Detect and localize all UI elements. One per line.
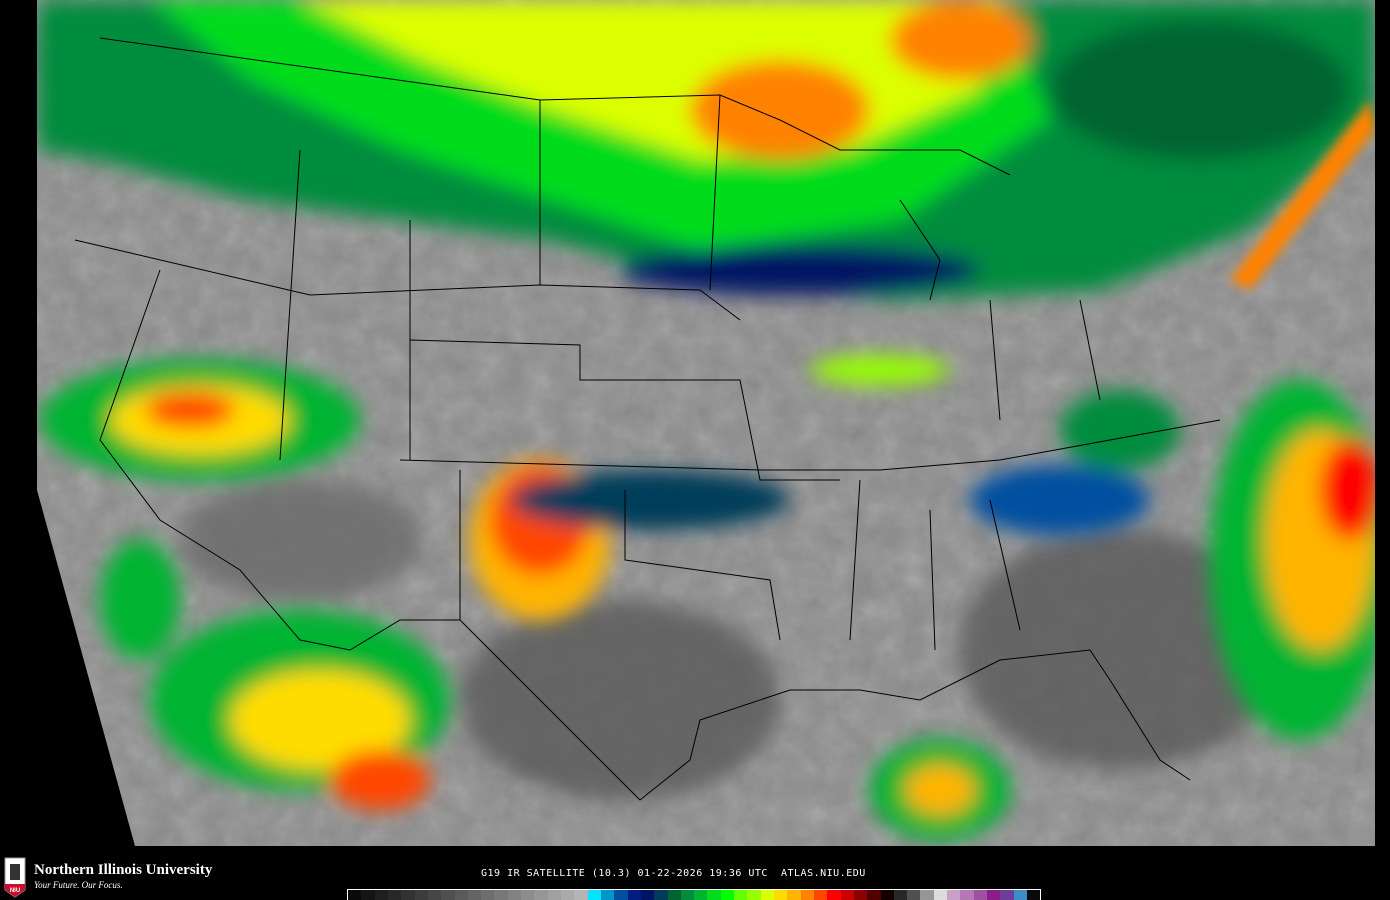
site-label: ATLAS.NIU.EDU (781, 868, 866, 879)
colorbar-swatch (507, 890, 522, 900)
colorbar-swatch (654, 890, 668, 900)
cloud-tops (37, 0, 1375, 840)
time-label: 19:36 UTC (709, 868, 768, 879)
colorbar-swatch (734, 890, 748, 900)
colorbar-swatch (627, 890, 641, 900)
colorbar-swatch (614, 890, 628, 900)
colorbar-swatch (1013, 890, 1027, 900)
colorbar-swatch (720, 890, 735, 900)
colorbar-swatch (947, 890, 961, 900)
colorbar-swatch (880, 890, 894, 900)
colorbar-swatch (600, 890, 615, 900)
colorbar-swatch (853, 890, 868, 900)
warm-surface-areas (180, 480, 1280, 800)
svg-text:NIU: NIU (10, 888, 20, 894)
colorbar-swatch (694, 890, 708, 900)
colorbar-swatch (893, 890, 908, 900)
colorbar-swatch (760, 890, 774, 900)
colorbar-swatch (561, 890, 575, 900)
colorbar-swatch (587, 890, 601, 900)
colorbar-swatch (494, 890, 508, 900)
colorbar-swatch (521, 890, 535, 900)
niu-logo: NIU (4, 857, 26, 898)
university-tagline: Your Future. Our Focus. (34, 880, 123, 890)
colorbar-swatch (774, 890, 788, 900)
date-label: 01-22-2026 (637, 868, 703, 879)
colorbar-swatch (747, 890, 761, 900)
satellite-label: G19 IR SATELLITE (10.3) (481, 868, 631, 879)
colorbar-swatch (547, 890, 561, 900)
colorbar-swatch (813, 890, 828, 900)
colorbar-swatch (867, 890, 881, 900)
colorbar-swatch (920, 890, 934, 900)
colorbar-swatch (640, 890, 655, 900)
colorbar-swatch (907, 890, 921, 900)
political-borders (74, 37, 1221, 801)
colorbar-swatch (787, 890, 801, 900)
temperature-colorbar (347, 889, 1041, 900)
colorbar-swatch (973, 890, 987, 900)
colorbar-swatch (827, 890, 841, 900)
university-name: Northern Illinois University (34, 862, 213, 878)
colorbar-swatch (481, 890, 495, 900)
colorbar-swatch (840, 890, 854, 900)
colorbar-swatch (960, 890, 974, 900)
colorbar-swatch (427, 890, 442, 900)
colorbar-swatch (987, 890, 1001, 900)
colorbar-swatch (348, 890, 362, 900)
colorbar-swatch (387, 890, 402, 900)
colorbar-swatch (374, 890, 388, 900)
colorbar-swatch (401, 890, 415, 900)
image-caption: G19 IR SATELLITE (10.3) 01-22-2026 19:36… (481, 868, 866, 879)
satellite-map (37, 0, 1375, 846)
colorbar-swatch (454, 890, 468, 900)
colorbar-swatch (1026, 890, 1041, 900)
colorbar-swatch (534, 890, 548, 900)
colorbar-swatch (680, 890, 695, 900)
colorbar-swatch (1000, 890, 1014, 900)
colorbar-swatch (361, 890, 375, 900)
colorbar-swatch (933, 890, 948, 900)
colorbar-swatch (441, 890, 455, 900)
colorbar-swatch (707, 890, 721, 900)
colorbar-swatch (667, 890, 681, 900)
colorbar-swatch (574, 890, 588, 900)
colorbar-swatch (800, 890, 814, 900)
colorbar-swatch (467, 890, 482, 900)
colorbar-swatch (414, 890, 428, 900)
